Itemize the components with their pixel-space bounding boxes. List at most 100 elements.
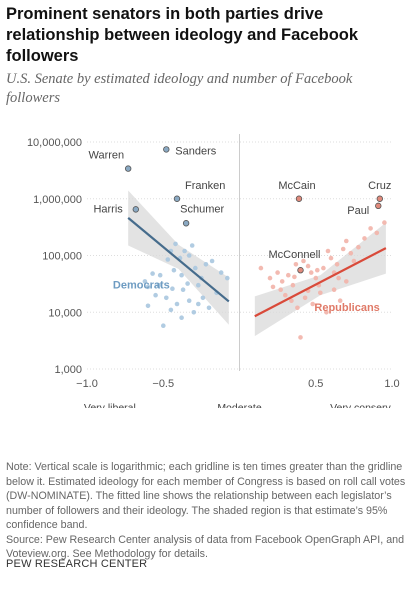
senator-label: Cruz <box>368 180 391 192</box>
data-point <box>189 243 195 248</box>
fit-line <box>254 247 387 318</box>
data-point <box>196 282 201 288</box>
confidence-band <box>254 222 386 337</box>
highlight-point <box>163 146 170 153</box>
x-axis-label: Very liberal <box>84 402 136 408</box>
series-label: Democrats <box>113 280 170 292</box>
footnotes: Note: Vertical scale is logarithmic; eac… <box>6 460 414 562</box>
data-point <box>290 282 296 288</box>
series-label: Republicans <box>314 302 379 314</box>
y-tick-label: 10,000 <box>48 307 82 319</box>
data-point <box>200 295 206 301</box>
data-point <box>275 270 280 275</box>
y-tick-label: 10,000,000 <box>27 137 82 149</box>
data-point <box>186 298 192 303</box>
data-point <box>165 257 171 262</box>
data-point <box>374 230 380 236</box>
x-tick-label: −1.0 <box>76 378 98 390</box>
data-point <box>295 305 300 311</box>
y-tick-label: 1,000 <box>54 364 82 376</box>
data-point <box>153 292 158 298</box>
data-point <box>196 301 201 307</box>
highlight-point <box>376 195 383 202</box>
data-point <box>331 287 337 292</box>
data-point <box>270 284 276 290</box>
senator-label: Paul <box>347 205 369 217</box>
data-point <box>301 258 306 264</box>
data-point <box>209 258 215 264</box>
highlight-point <box>173 195 181 202</box>
data-point <box>313 275 319 281</box>
data-point <box>156 282 161 288</box>
chart-subtitle: U.S. Senate by estimated ideology and nu… <box>6 71 353 106</box>
data-point <box>279 279 285 284</box>
data-point <box>293 262 299 267</box>
data-point <box>382 220 387 225</box>
data-point <box>340 246 346 252</box>
data-point <box>142 279 148 284</box>
data-point <box>278 287 284 292</box>
highlight-point <box>297 267 304 274</box>
data-point <box>179 272 184 278</box>
data-point <box>182 248 187 254</box>
data-point <box>308 270 314 275</box>
data-point <box>145 303 151 309</box>
data-point <box>267 275 273 281</box>
data-point <box>218 270 224 275</box>
senator-label: McCain <box>278 180 315 192</box>
highlight-point <box>182 220 190 227</box>
senator-label: Franken <box>185 180 225 192</box>
senator-label: McConnell <box>269 249 321 261</box>
data-point <box>344 279 349 284</box>
y-tick-label: 100,000 <box>42 251 82 263</box>
x-axis-label: Moderate <box>217 402 262 408</box>
data-point <box>310 301 316 307</box>
data-point <box>362 236 367 241</box>
data-point <box>193 265 198 271</box>
data-point <box>164 295 169 301</box>
x-tick-label: −0.5 <box>152 378 174 390</box>
data-point <box>286 272 291 278</box>
data-point <box>328 255 334 261</box>
highlight-point <box>375 202 382 210</box>
data-point <box>258 265 264 271</box>
senator-label: Warren <box>89 150 125 162</box>
highlight-point <box>132 206 139 213</box>
data-point <box>334 262 340 267</box>
data-point <box>173 241 178 247</box>
data-point <box>174 301 180 307</box>
data-point <box>302 295 308 301</box>
note-text: Note: Vertical scale is logarithmic; eac… <box>6 461 406 531</box>
scatter-chart: 1,000 10,000 100,000 1,000,000 10,000,000 −1.… <box>27 134 400 408</box>
fit-line <box>127 217 230 303</box>
data-point <box>203 262 209 267</box>
highlight-point <box>124 165 132 172</box>
data-point <box>289 298 294 303</box>
data-point <box>145 284 151 290</box>
data-point <box>351 258 357 264</box>
data-point <box>344 238 349 244</box>
chart-title: Prominent senators in both parties drive… <box>6 5 359 65</box>
highlight-point <box>295 195 303 202</box>
x-axis-label: Very conserv. <box>330 402 393 408</box>
data-point <box>292 274 297 280</box>
data-point <box>168 307 174 313</box>
data-point <box>321 265 326 271</box>
data-point <box>186 253 192 258</box>
data-point <box>356 244 361 250</box>
y-tick-label: 1,000,000 <box>33 194 82 206</box>
data-point <box>179 315 184 320</box>
data-point <box>206 305 212 311</box>
brand-logo-text: PEW RESEARCH CENTER <box>6 558 148 570</box>
data-point <box>171 267 177 273</box>
senator-label: Harris <box>93 203 123 215</box>
data-point <box>157 272 163 278</box>
data-point <box>170 286 175 291</box>
data-point <box>368 226 373 231</box>
data-point <box>185 281 190 286</box>
data-point <box>325 248 331 254</box>
data-point <box>324 310 329 315</box>
data-point <box>348 250 354 256</box>
data-point <box>337 298 343 303</box>
data-point <box>283 292 288 298</box>
